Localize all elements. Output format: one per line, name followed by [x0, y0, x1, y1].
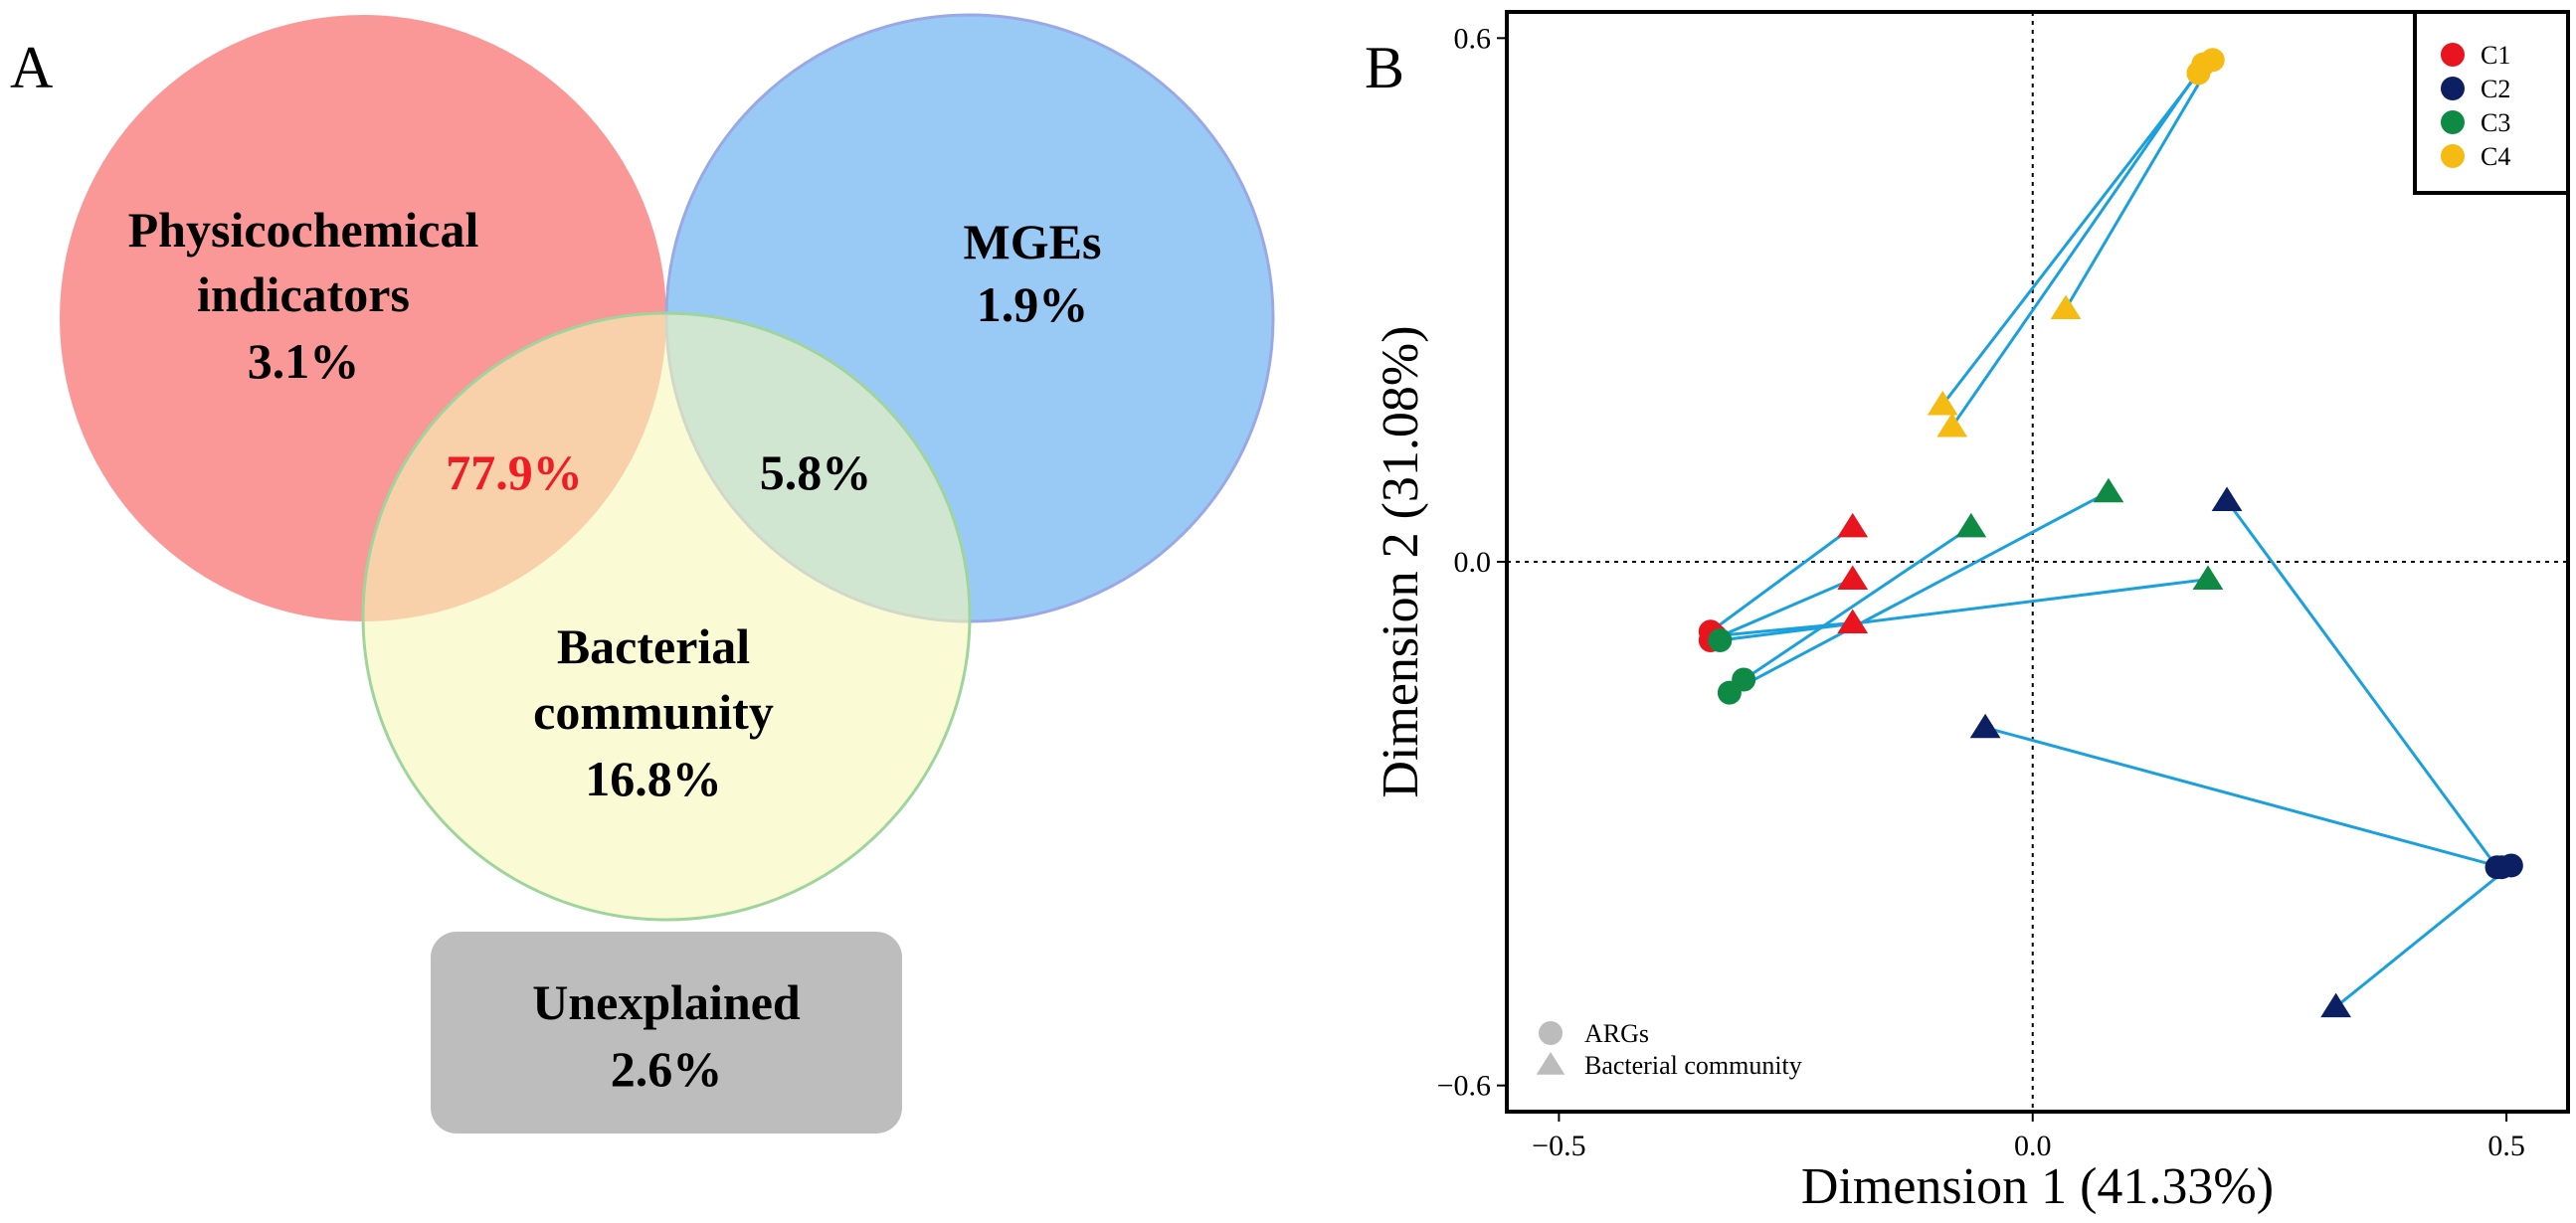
y-axis-label: Dimension 2 (31.08%): [1373, 325, 1429, 797]
link-line: [1709, 525, 1854, 633]
bacterial-point-c3: [1955, 512, 1987, 538]
legend-label-c3: C3: [2481, 108, 2510, 137]
legend-swatch-c2: [2441, 77, 2465, 100]
bacterial-value: 16.8%: [585, 751, 722, 806]
shape-legend: ARGs Bacterial community: [1536, 1019, 1802, 1080]
bacterial-point-c4: [1936, 412, 1968, 437]
x-axis-label: Dimension 1 (41.33%): [1801, 1158, 2274, 1215]
x-tick-label: 0.0: [2014, 1130, 2052, 1162]
link-line: [2334, 864, 2512, 1008]
bacterial-point-c1: [1837, 565, 1869, 591]
link-line: [1710, 578, 1854, 642]
link-line: [2064, 59, 2215, 310]
legend-box: [2413, 10, 2570, 195]
procrustes-plot: −0.5 0.0 0.5 −0.6 0.0 0.6 Dimension 1 (41.33…: [1373, 10, 2570, 1215]
legend-label-c4: C4: [2481, 142, 2510, 171]
physico-value: 3.1%: [248, 333, 360, 389]
bacterial-community-circle: [361, 311, 972, 922]
link-line: [1720, 578, 2209, 642]
link-line: [1941, 72, 2200, 406]
legend-label-c1: C1: [2481, 41, 2510, 70]
panel-a-label: A: [10, 35, 53, 100]
link-line: [1715, 620, 1853, 638]
bacterial-point-c1: [1837, 609, 1869, 633]
shape-legend-label: ARGs: [1584, 1019, 1649, 1048]
x-tick-label: 0.5: [2487, 1130, 2525, 1162]
bacterial-point-c3: [2192, 565, 2224, 591]
link-line: [1984, 726, 2502, 869]
args-point-c3: [1717, 680, 1742, 705]
physico-label-line2: indicators: [197, 266, 410, 322]
link-line: [1743, 525, 1972, 681]
bacterial-point-c4: [1927, 391, 1958, 416]
link-line: [1729, 490, 2110, 694]
args-point-c3: [1708, 628, 1733, 652]
bacterial-point-c2: [1969, 713, 2001, 739]
link-lines: [1709, 59, 2512, 1008]
link-line: [2225, 499, 2498, 869]
y-tick-label: 0.0: [1454, 546, 1492, 579]
physico-label-line1: Physicochemical: [128, 202, 479, 258]
args-point-c4: [2200, 48, 2225, 73]
legend-swatch-c4: [2441, 144, 2465, 168]
unexplained-value: 2.6%: [611, 1041, 723, 1097]
physico-bacterial-intersection-value: 77.9%: [446, 444, 583, 500]
y-tick-label: 0.6: [1454, 22, 1492, 55]
x-tick-label: −0.5: [1532, 1130, 1585, 1162]
link-line: [1950, 63, 2205, 428]
bacterial-point-c2: [2320, 992, 2351, 1018]
bacterial-point-c3: [2093, 477, 2124, 503]
mges-bacterial-intersection-value: 5.8%: [760, 444, 872, 500]
bacterial-label-line2: community: [533, 684, 774, 740]
y-axis: −0.6 0.0 0.6: [1437, 22, 1507, 1103]
y-tick-label: −0.6: [1437, 1070, 1491, 1103]
legend-swatch-c3: [2441, 110, 2465, 134]
shape-legend-triangle: [1536, 1052, 1565, 1075]
x-axis: −0.5 0.0 0.5: [1532, 1112, 2525, 1162]
unexplained-box: [431, 932, 902, 1134]
bacterial-point-c2: [2211, 486, 2243, 512]
shape-legend-label: Bacterial community: [1584, 1051, 1802, 1080]
panel-b-label: B: [1365, 35, 1404, 100]
bacterial-point-c4: [2050, 294, 2082, 319]
mges-label: MGEs: [964, 214, 1102, 269]
group-legend: C1 C2 C3 C4: [2413, 10, 2570, 195]
markers: [1698, 48, 2523, 1018]
legend-swatch-c1: [2441, 43, 2465, 67]
bacterial-point-c1: [1837, 512, 1869, 538]
args-point-c2: [2498, 853, 2523, 878]
unexplained-label: Unexplained: [532, 974, 801, 1030]
bacterial-label-line1: Bacterial: [557, 618, 750, 674]
shape-legend-circle: [1539, 1021, 1563, 1045]
legend-label-c2: C2: [2481, 75, 2510, 103]
mges-value: 1.9%: [977, 276, 1089, 332]
venn-diagram: Physicochemical indicators 3.1% MGEs 1.9…: [60, 13, 1275, 1134]
